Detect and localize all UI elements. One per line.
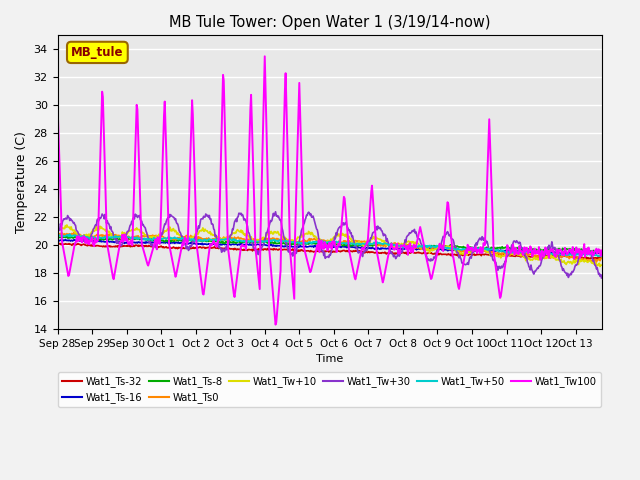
Line: Wat1_Ts-32: Wat1_Ts-32 [58, 243, 602, 259]
Line: Wat1_Tw+30: Wat1_Tw+30 [58, 212, 602, 278]
Line: Wat1_Tw100: Wat1_Tw100 [58, 56, 602, 324]
Line: Wat1_Tw+10: Wat1_Tw+10 [58, 225, 602, 266]
Legend: Wat1_Ts-32, Wat1_Ts-16, Wat1_Ts-8, Wat1_Ts0, Wat1_Tw+10, Wat1_Tw+30, Wat1_Tw+50,: Wat1_Ts-32, Wat1_Ts-16, Wat1_Ts-8, Wat1_… [58, 372, 601, 407]
Line: Wat1_Ts0: Wat1_Ts0 [58, 232, 602, 262]
Line: Wat1_Ts-8: Wat1_Ts-8 [58, 236, 602, 252]
Text: MB_tule: MB_tule [71, 46, 124, 59]
X-axis label: Time: Time [316, 354, 343, 364]
Line: Wat1_Ts-16: Wat1_Ts-16 [58, 240, 602, 254]
Y-axis label: Temperature (C): Temperature (C) [15, 132, 28, 233]
Line: Wat1_Tw+50: Wat1_Tw+50 [58, 234, 602, 256]
Title: MB Tule Tower: Open Water 1 (3/19/14-now): MB Tule Tower: Open Water 1 (3/19/14-now… [169, 15, 490, 30]
